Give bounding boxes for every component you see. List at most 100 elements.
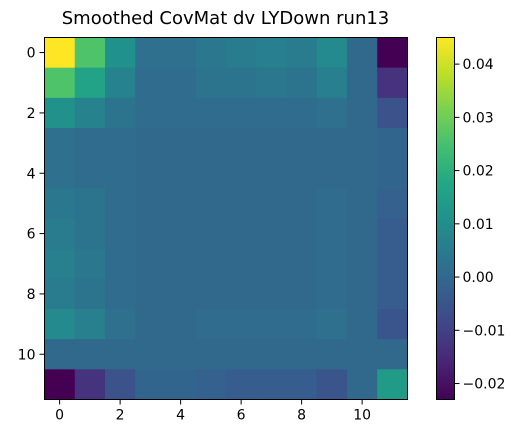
heatmap-cell — [196, 38, 227, 69]
heatmap-cell — [105, 158, 136, 189]
heatmap-cell — [287, 369, 318, 400]
heatmap-cell — [256, 369, 287, 400]
heatmap-cell — [287, 339, 318, 370]
heatmap-cell — [226, 188, 257, 219]
y-tick-label: 2 — [27, 106, 36, 122]
heatmap-cell — [347, 158, 378, 189]
heatmap-cell — [256, 279, 287, 310]
heatmap-cell — [166, 279, 197, 310]
heatmap-cell — [287, 158, 318, 189]
heatmap-cell — [75, 38, 106, 69]
heatmap-cell — [196, 369, 227, 400]
heatmap-cell — [166, 158, 197, 189]
heatmap-cell — [135, 68, 166, 99]
heatmap-cell — [196, 128, 227, 159]
heatmap-cell — [347, 369, 378, 400]
heatmap-cell — [45, 158, 76, 189]
heatmap-cell — [166, 219, 197, 250]
heatmap-cell — [226, 38, 257, 69]
heatmap-cell — [317, 369, 348, 400]
colorbar — [437, 38, 455, 400]
heatmap-cell — [105, 68, 136, 99]
heatmap-cell — [287, 249, 318, 280]
heatmap-cell — [45, 128, 76, 159]
heatmap-cell — [287, 309, 318, 340]
heatmap-cell — [75, 98, 106, 129]
heatmap-cell — [347, 249, 378, 280]
heatmap-cell — [317, 38, 348, 69]
heatmap-cells — [45, 38, 409, 401]
colorbar-tick-label: 0.04 — [463, 57, 494, 73]
heatmap-cell — [256, 219, 287, 250]
heatmap-cell — [256, 339, 287, 370]
heatmap-cell — [226, 309, 257, 340]
y-tick-label: 8 — [27, 287, 36, 303]
colorbar-tick-label: 0.03 — [463, 110, 494, 126]
heatmap-cell — [75, 219, 106, 250]
heatmap-cell — [75, 369, 106, 400]
heatmap-cell — [105, 128, 136, 159]
heatmap-cell — [256, 158, 287, 189]
heatmap-cell — [226, 339, 257, 370]
heatmap-cell — [377, 128, 408, 159]
heatmap-cell — [226, 128, 257, 159]
heatmap-cell — [287, 68, 318, 99]
heatmap-cell — [377, 188, 408, 219]
heatmap-cell — [135, 219, 166, 250]
x-tick-label: 8 — [297, 408, 306, 424]
x-tick-label: 10 — [353, 408, 371, 424]
x-tick-label: 4 — [176, 408, 185, 424]
heatmap-cell — [166, 68, 197, 99]
heatmap-cell — [226, 369, 257, 400]
heatmap-cell — [166, 249, 197, 280]
heatmap-cell — [105, 38, 136, 69]
heatmap-cell — [226, 98, 257, 129]
heatmap-cell — [317, 68, 348, 99]
heatmap-cell — [166, 369, 197, 400]
heatmap-cell — [377, 68, 408, 99]
heatmap-cell — [317, 219, 348, 250]
heatmap-cell — [347, 38, 378, 69]
heatmap-cell — [196, 309, 227, 340]
heatmap-cell — [226, 219, 257, 250]
heatmap-cell — [135, 128, 166, 159]
heatmap-cell — [196, 249, 227, 280]
heatmap-cell — [196, 98, 227, 129]
heatmap-cell — [196, 158, 227, 189]
colorbar-axis: 0.04 0.03 0.02 0.01 0.00 −0.01 −0.02 — [455, 57, 506, 392]
heatmap-cell — [75, 339, 106, 370]
heatmap-cell — [256, 188, 287, 219]
heatmap-cell — [347, 98, 378, 129]
heatmap-cell — [377, 339, 408, 370]
heatmap-cell — [317, 249, 348, 280]
heatmap-cell — [256, 38, 287, 69]
heatmap-cell — [135, 38, 166, 69]
heatmap-cell — [135, 249, 166, 280]
heatmap-cell — [75, 128, 106, 159]
heatmap-cell — [317, 309, 348, 340]
heatmap-cell — [105, 98, 136, 129]
colorbar-tick-label: 0.02 — [463, 164, 494, 180]
y-tick-label: 6 — [27, 227, 36, 243]
colorbar-tick-label: −0.01 — [463, 323, 506, 339]
heatmap-cell — [377, 279, 408, 310]
x-tick-label: 0 — [55, 408, 64, 424]
heatmap-cell — [226, 158, 257, 189]
heatmap-cell — [45, 309, 76, 340]
heatmap-cell — [347, 279, 378, 310]
heatmap-cell — [105, 219, 136, 250]
heatmap-cell — [256, 128, 287, 159]
heatmap-cell — [166, 128, 197, 159]
heatmap-cell — [135, 188, 166, 219]
heatmap-cell — [377, 309, 408, 340]
heatmap-cell — [166, 188, 197, 219]
heatmap-cell — [75, 68, 106, 99]
heatmap-cell — [75, 279, 106, 310]
heatmap-cell — [347, 309, 378, 340]
heatmap-cell — [45, 98, 76, 129]
heatmap-cell — [226, 249, 257, 280]
heatmap-cell — [45, 188, 76, 219]
heatmap-cell — [75, 158, 106, 189]
